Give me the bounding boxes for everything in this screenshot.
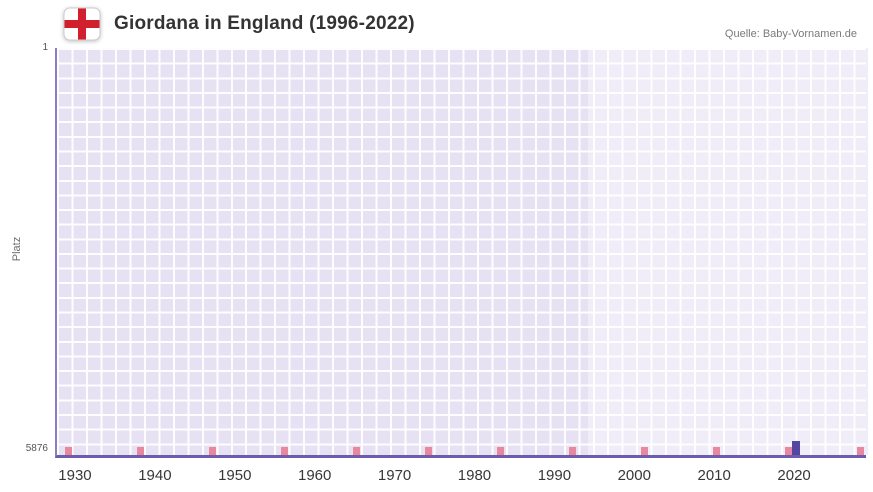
plot-area <box>55 48 868 458</box>
x-tick-label: 2020 <box>777 467 811 484</box>
data-bar[interactable] <box>792 441 801 455</box>
highlight-band <box>588 48 868 455</box>
x-minor-mark <box>496 447 504 455</box>
x-tick-label: 1970 <box>377 467 412 484</box>
y-axis-title: Platz <box>11 236 23 262</box>
x-minor-mark <box>353 447 361 455</box>
x-minor-mark <box>137 447 145 455</box>
england-flag-icon <box>63 7 101 41</box>
x-minor-mark <box>784 447 792 455</box>
x-tick-label: 2010 <box>697 467 731 484</box>
x-tick-label: 2000 <box>617 467 651 484</box>
x-minor-mark <box>281 447 289 455</box>
x-minor-mark <box>425 447 433 455</box>
x-tick-label: 1950 <box>218 467 252 484</box>
source-credit: Quelle: Baby-Vornamen.de <box>724 28 857 40</box>
x-minor-mark <box>640 447 648 455</box>
x-minor-mark <box>568 447 576 455</box>
x-tick-label: 1960 <box>297 467 332 484</box>
x-minor-mark <box>856 447 864 455</box>
x-tick-label: 1940 <box>138 467 172 484</box>
y-tick-label-top: 1 <box>42 42 48 53</box>
x-tick-label: 1980 <box>457 467 492 484</box>
x-minor-mark <box>712 447 720 455</box>
x-tick-label: 1990 <box>537 467 572 484</box>
y-tick-label-bottom: 5876 <box>25 443 48 454</box>
x-minor-mark <box>65 447 73 455</box>
x-minor-mark <box>209 447 217 455</box>
x-tick-label: 1930 <box>58 467 92 484</box>
chart-title: Giordana in England (1996-2022) <box>114 13 415 34</box>
